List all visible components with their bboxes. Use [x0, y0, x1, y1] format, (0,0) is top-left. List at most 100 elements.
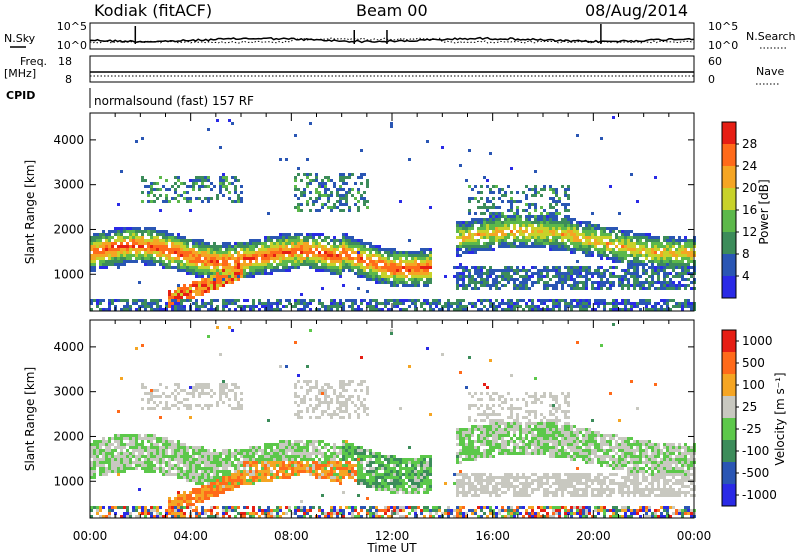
- power-cell: [102, 245, 105, 248]
- power-cell: [390, 254, 393, 257]
- power-cell: [690, 302, 693, 305]
- power-cell: [228, 266, 231, 269]
- velocity-cell: [312, 407, 315, 410]
- velocity-cell: [309, 470, 312, 473]
- velocity-cell: [315, 380, 318, 383]
- power-cell: [600, 287, 603, 290]
- power-cell: [237, 299, 240, 302]
- power-cell: [561, 233, 564, 236]
- velocity-cell: [291, 443, 294, 446]
- power-cell: [357, 266, 360, 269]
- power-cell: [435, 302, 438, 305]
- power-cell: [513, 224, 516, 227]
- power-cell: [321, 194, 324, 197]
- power-cell: [597, 275, 600, 278]
- power-cell: [387, 278, 390, 281]
- power-cell: [384, 260, 387, 263]
- power-cell: [357, 257, 360, 260]
- power-cell: [591, 272, 594, 275]
- power-cell: [480, 236, 483, 239]
- velocity-cell: [303, 446, 306, 449]
- power-cell: [372, 260, 375, 263]
- power-cell: [93, 239, 96, 242]
- power-cell: [339, 179, 342, 182]
- power-cell: [132, 227, 135, 230]
- power-cell: [477, 299, 480, 302]
- power-cell: [459, 275, 462, 278]
- power-cell: [405, 251, 408, 254]
- power-cell: [537, 215, 540, 218]
- power-cell: [363, 203, 366, 206]
- power-cell: [489, 215, 492, 218]
- velocity-cell: [183, 458, 186, 461]
- power-cell: [393, 251, 396, 254]
- power-cell: [657, 245, 660, 248]
- power-cell: [519, 287, 522, 290]
- velocity-cell: [180, 452, 183, 455]
- velocity-cell: [246, 473, 249, 476]
- power-cell: [624, 251, 627, 254]
- velocity-cell: [135, 437, 138, 440]
- power-cell: [639, 284, 642, 287]
- power-cell: [672, 263, 675, 266]
- power-cell: [516, 272, 519, 275]
- power-cell: [687, 302, 690, 305]
- power-cell: [264, 257, 267, 260]
- power-cell: [312, 179, 315, 182]
- velocity-cell: [132, 455, 135, 458]
- power-cell: [192, 266, 195, 269]
- velocity-cell: [252, 449, 255, 452]
- velocity-cell: [153, 455, 156, 458]
- power-cell: [537, 224, 540, 227]
- power-cell: [351, 299, 354, 302]
- power-cell: [288, 260, 291, 263]
- power-cell: [585, 239, 588, 242]
- power-cell: [531, 236, 534, 239]
- power-cell: [303, 248, 306, 251]
- power-cell: [597, 236, 600, 239]
- power-cell: [183, 245, 186, 248]
- power-cell: [423, 263, 426, 266]
- power-cell: [534, 206, 537, 209]
- velocity-cell: [111, 509, 114, 512]
- power-cell: [186, 266, 189, 269]
- power-cell: [183, 293, 186, 296]
- power-cell: [474, 284, 477, 287]
- power-cell: [567, 230, 570, 233]
- power-cell: [297, 302, 300, 305]
- power-cell: [336, 191, 339, 194]
- power-cell: [393, 257, 396, 260]
- velocity-cell: [264, 470, 267, 473]
- velocity-cell: [219, 458, 222, 461]
- velocity-cell: [297, 461, 300, 464]
- velocity-cell: [198, 464, 201, 467]
- power-cell: [198, 176, 201, 179]
- power-cell: [336, 248, 339, 251]
- power-cell: [360, 251, 363, 254]
- power-cell: [540, 236, 543, 239]
- velocity-cell: [228, 404, 231, 407]
- power-cell: [684, 248, 687, 251]
- power-cell: [279, 236, 282, 239]
- velocity-cell: [228, 470, 231, 473]
- power-cell: [573, 239, 576, 242]
- power-cell: [618, 281, 621, 284]
- power-cell: [492, 242, 495, 245]
- power-cell: [174, 248, 177, 251]
- power-cell: [468, 236, 471, 239]
- power-cell: [516, 215, 519, 218]
- power-cell: [669, 254, 672, 257]
- power-cell: [657, 257, 660, 260]
- velocity-cell: [141, 386, 144, 389]
- velocity-cell: [147, 392, 150, 395]
- power-cell: [486, 185, 489, 188]
- power-cell: [651, 257, 654, 260]
- power-cell: [465, 284, 468, 287]
- velocity-cell: [279, 443, 282, 446]
- power-cell: [630, 272, 633, 275]
- power-cell: [528, 206, 531, 209]
- power-cell: [228, 278, 231, 281]
- power-cell: [201, 251, 204, 254]
- power-cell: [294, 260, 297, 263]
- power-cell: [507, 299, 510, 302]
